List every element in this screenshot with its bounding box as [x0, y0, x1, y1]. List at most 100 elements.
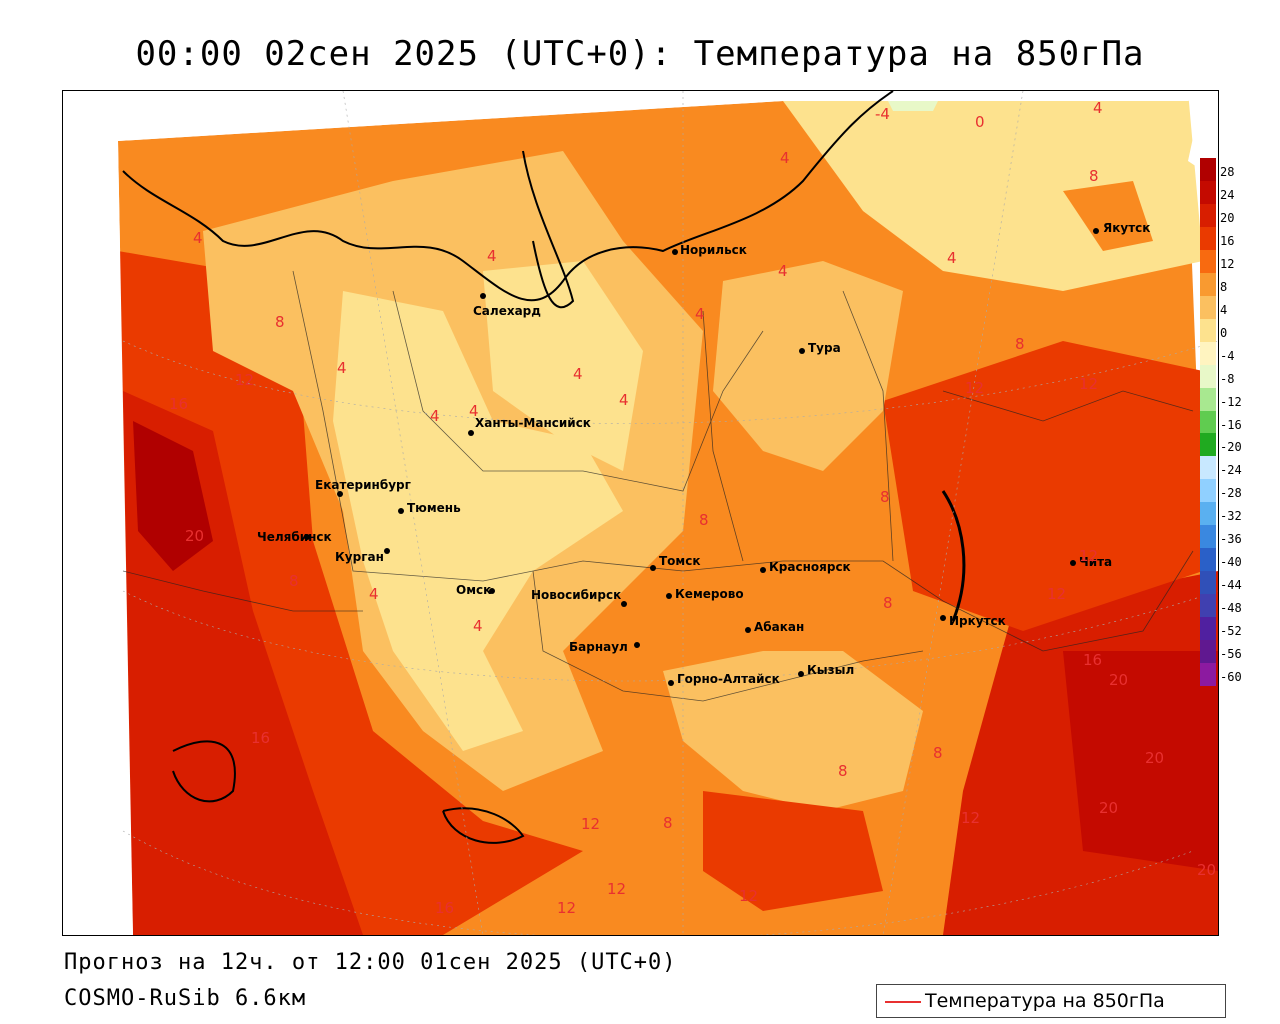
svg-text:Челябинск: Челябинск: [257, 530, 332, 544]
colorbar-tick-label: -4: [1220, 348, 1235, 363]
svg-text:Томск: Томск: [659, 554, 701, 568]
colorbar-tick-label: -12: [1220, 394, 1242, 409]
svg-text:12: 12: [965, 379, 984, 397]
svg-text:12: 12: [557, 899, 576, 917]
svg-text:Тура: Тура: [808, 341, 841, 355]
colorbar-segment: [1200, 502, 1216, 526]
svg-text:4: 4: [337, 359, 347, 377]
city-yekaterinburg: Екатеринбург: [315, 478, 411, 497]
colorbar-segment: [1200, 180, 1216, 205]
colorbar-segment: [1200, 640, 1216, 664]
svg-text:4: 4: [1093, 99, 1103, 117]
svg-text:8: 8: [838, 762, 848, 780]
svg-text:Новосибирск: Новосибирск: [531, 588, 621, 602]
city-khanty-mansiysk: Ханты-Мансийск: [468, 416, 591, 436]
svg-text:4: 4: [430, 407, 440, 425]
svg-text:20: 20: [185, 527, 204, 545]
colorbar-tick-label: -52: [1220, 624, 1242, 639]
colorbar-segment: [1200, 548, 1216, 572]
model-name: COSMO-RuSib 6.6км: [64, 986, 307, 1011]
colorbar-tick-label: -36: [1220, 532, 1242, 547]
colorbar-tick-label: -16: [1220, 417, 1242, 432]
colorbar-tick-label: 24: [1220, 187, 1235, 202]
city-yakutsk: Якутск: [1093, 221, 1150, 235]
colorbar-segment: [1200, 272, 1216, 297]
colorbar-segment: [1200, 571, 1216, 595]
city-kurgan: Курган: [335, 548, 390, 564]
svg-text:16: 16: [1083, 651, 1102, 669]
colorbar-tick-label: 4: [1220, 302, 1228, 317]
colorbar-tick-label: -8: [1220, 371, 1235, 386]
svg-text:Екатеринбург: Екатеринбург: [315, 478, 411, 492]
svg-text:12: 12: [1079, 375, 1098, 393]
isoline-labels: -4 0 4 4 4 4 4 4 4 4 4 4 4 4 4 4 8 8 8 8…: [169, 99, 1216, 917]
admin-borders: [122, 270, 1194, 702]
svg-text:20: 20: [1145, 749, 1164, 767]
svg-text:20: 20: [1099, 799, 1118, 817]
colorbar-tick-label: 28: [1220, 165, 1235, 179]
svg-text:12: 12: [961, 809, 980, 827]
svg-text:8: 8: [275, 313, 285, 331]
colorbar-tick-label: -60: [1220, 670, 1242, 685]
colorbar-segment: [1200, 364, 1216, 389]
svg-text:Горно-Алтайск: Горно-Алтайск: [677, 672, 780, 686]
svg-text:4: 4: [780, 149, 790, 167]
colorbar-segment: [1200, 203, 1216, 228]
svg-text:Ханты-Мансийск: Ханты-Мансийск: [475, 416, 591, 430]
svg-text:16: 16: [169, 395, 188, 413]
svg-text:0: 0: [975, 113, 985, 131]
colorbar-segment: [1200, 341, 1216, 366]
svg-text:12: 12: [739, 887, 758, 905]
svg-text:4: 4: [778, 262, 788, 280]
colorbar: [1200, 158, 1216, 687]
city-tyumen: Тюмень: [398, 501, 461, 515]
svg-text:4: 4: [473, 617, 483, 635]
colorbar-segment: [1200, 226, 1216, 251]
colorbar-tick-label: -32: [1220, 509, 1242, 524]
colorbar-segment: [1200, 387, 1216, 412]
colorbar-tick-label: -48: [1220, 601, 1242, 616]
svg-text:Омск: Омск: [456, 583, 491, 597]
svg-text:8: 8: [1015, 335, 1025, 353]
city-kyzyl: Кызыл: [798, 663, 854, 677]
svg-text:8: 8: [699, 511, 709, 529]
colorbar-tick-label: 16: [1220, 233, 1235, 248]
temperature-field: [63, 91, 1218, 935]
city-novosibirsk: Новосибирск: [531, 588, 627, 607]
svg-text:Чита: Чита: [1079, 555, 1112, 569]
svg-text:Барнаул: Барнаул: [569, 640, 628, 654]
svg-text:4: 4: [619, 391, 629, 409]
svg-text:8: 8: [663, 814, 673, 832]
svg-text:4: 4: [573, 365, 583, 383]
svg-text:Курган: Курган: [335, 550, 384, 564]
map-title: 00:00 02сен 2025 (UTC+0): Температура на…: [135, 34, 1145, 74]
city-kemerovo: Кемерово: [666, 587, 744, 601]
city-omsk: Омск: [456, 583, 495, 597]
legend-label: Температура на 850гПа: [925, 990, 1165, 1012]
temperature-map: Норильск Якутск Салехард Тура Ханты-Манс…: [62, 90, 1219, 936]
svg-text:12: 12: [581, 815, 600, 833]
forecast-info: Прогноз на 12ч. от 12:00 01сен 2025 (UTC…: [64, 950, 677, 975]
city-gorno-altaysk: Горно-Алтайск: [668, 672, 780, 686]
colorbar-tick-label: -44: [1220, 578, 1242, 593]
svg-text:Красноярск: Красноярск: [769, 560, 851, 574]
colorbar-segment: [1200, 525, 1216, 549]
city-tura: Тура: [799, 341, 841, 355]
coastlines: [122, 91, 966, 844]
svg-text:16: 16: [435, 899, 454, 917]
svg-text:4: 4: [469, 402, 479, 420]
svg-text:8: 8: [880, 488, 890, 506]
colorbar-tick-label: 12: [1220, 256, 1235, 271]
city-salekhard: Салехард: [473, 293, 541, 318]
svg-text:20: 20: [1197, 861, 1216, 879]
svg-text:20: 20: [1109, 671, 1128, 689]
city-irkutsk: Иркутск: [940, 614, 1006, 628]
graticule: [122, 91, 1218, 935]
svg-text:Кызыл: Кызыл: [807, 663, 854, 677]
colorbar-segment: [1200, 594, 1216, 618]
colorbar-tick-label: -24: [1220, 463, 1242, 478]
svg-text:4: 4: [947, 249, 957, 267]
svg-text:12: 12: [235, 371, 254, 389]
colorbar-tick-label: 0: [1220, 325, 1228, 340]
svg-text:-4: -4: [875, 105, 890, 123]
